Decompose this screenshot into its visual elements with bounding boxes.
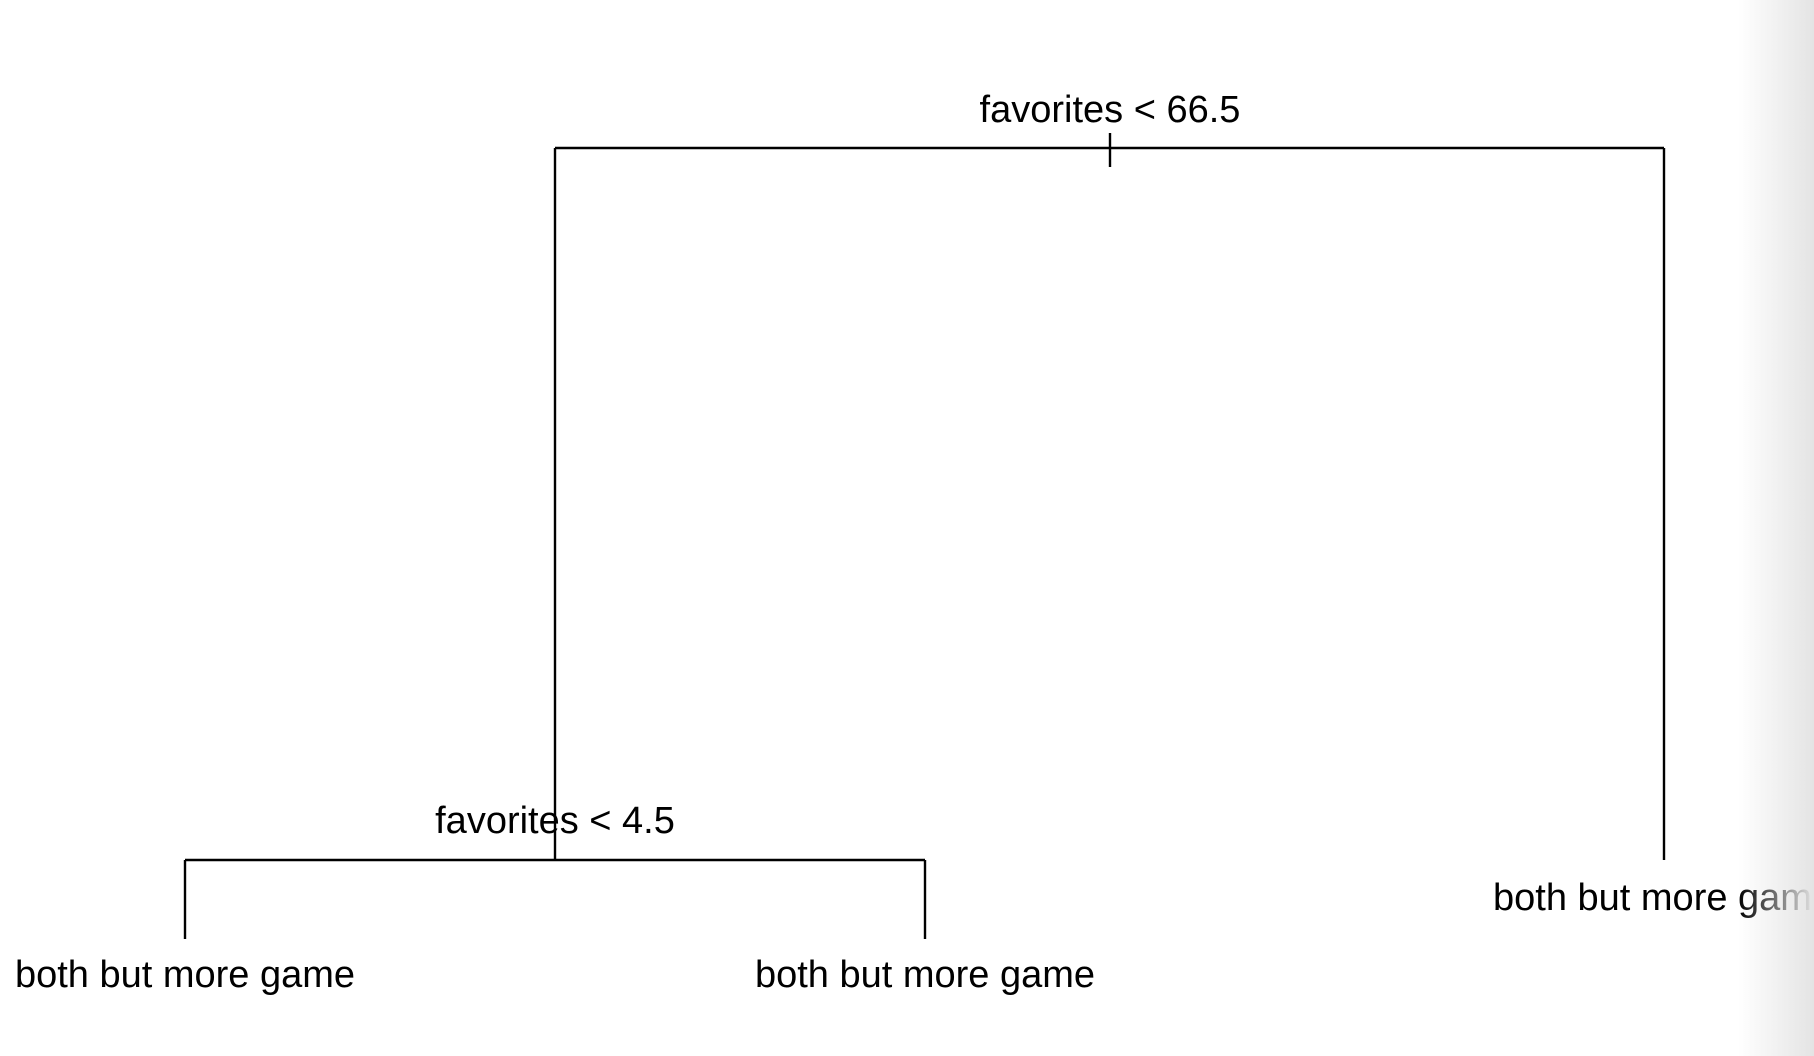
left-split-label: favorites < 4.5 [435,800,675,842]
edge-shade [1738,0,1814,1056]
leaf-label: both but more game [15,954,355,996]
root-split-label: favorites < 66.5 [980,89,1241,131]
leaf-label: both but more game [755,954,1095,996]
